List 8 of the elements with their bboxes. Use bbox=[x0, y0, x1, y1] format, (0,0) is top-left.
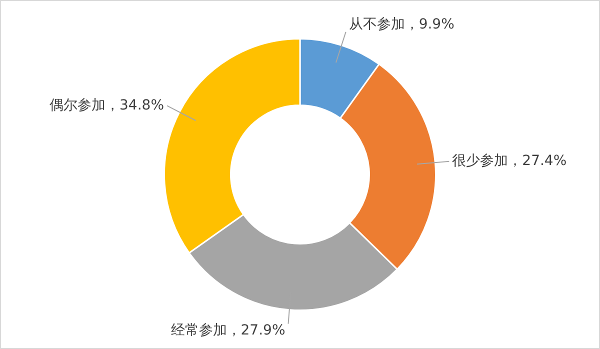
slice-label: 偶尔参加 bbox=[50, 97, 106, 114]
slice-label: 经常参加 bbox=[170, 322, 227, 338]
data-label: ，27.4% bbox=[508, 152, 567, 169]
slice-label: 从不参加 bbox=[348, 16, 405, 33]
data-label: ，34.8% bbox=[106, 97, 164, 114]
data-label: ，27.9% bbox=[226, 322, 286, 338]
slice-label: 很少参加 bbox=[452, 152, 508, 169]
data-label: ，9.9% bbox=[404, 16, 454, 33]
